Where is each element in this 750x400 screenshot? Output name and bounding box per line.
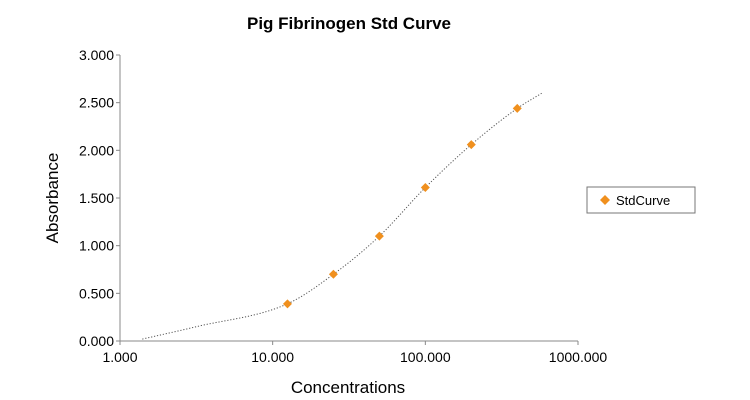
y-tick-label: 0.500: [79, 285, 114, 301]
data-point: [328, 269, 338, 279]
legend-marker-diamond: [600, 195, 610, 205]
y-tick-label: 0.000: [79, 333, 114, 349]
data-point: [466, 140, 476, 150]
fit-curve-line: [142, 92, 543, 340]
x-tick-label: 10.000: [251, 349, 294, 365]
y-tick-label: 3.000: [79, 47, 114, 63]
data-point: [282, 299, 292, 309]
y-tick-label: 1.000: [79, 238, 114, 254]
data-point: [374, 231, 384, 241]
y-tick-label: 2.500: [79, 95, 114, 111]
legend-entry-stdcurve: StdCurve: [616, 193, 670, 208]
x-tick-label: 1.000: [102, 349, 137, 365]
x-tick-label: 100.000: [400, 349, 451, 365]
data-point: [512, 103, 522, 113]
x-axis-label: Concentrations: [291, 378, 405, 397]
data-points: [282, 103, 522, 309]
data-point: [420, 183, 430, 193]
plot-area: 0.000 0.500 1.000 1.500 2.000 2.500 3.000 1.00…: [79, 47, 607, 365]
y-tick-label: 1.500: [79, 190, 114, 206]
legend: StdCurve: [586, 186, 696, 214]
y-tick-label: 2.000: [79, 142, 114, 158]
x-axis-ticks: 1.000 10.000 100.000 1000.000: [102, 341, 607, 365]
x-tick-label: 1000.000: [549, 349, 608, 365]
y-axis-ticks: 0.000 0.500 1.000 1.500 2.000 2.500 3.000: [79, 47, 120, 349]
y-axis-label: Absorbance: [43, 153, 62, 244]
chart-title: Pig Fibrinogen Std Curve: [247, 14, 451, 33]
